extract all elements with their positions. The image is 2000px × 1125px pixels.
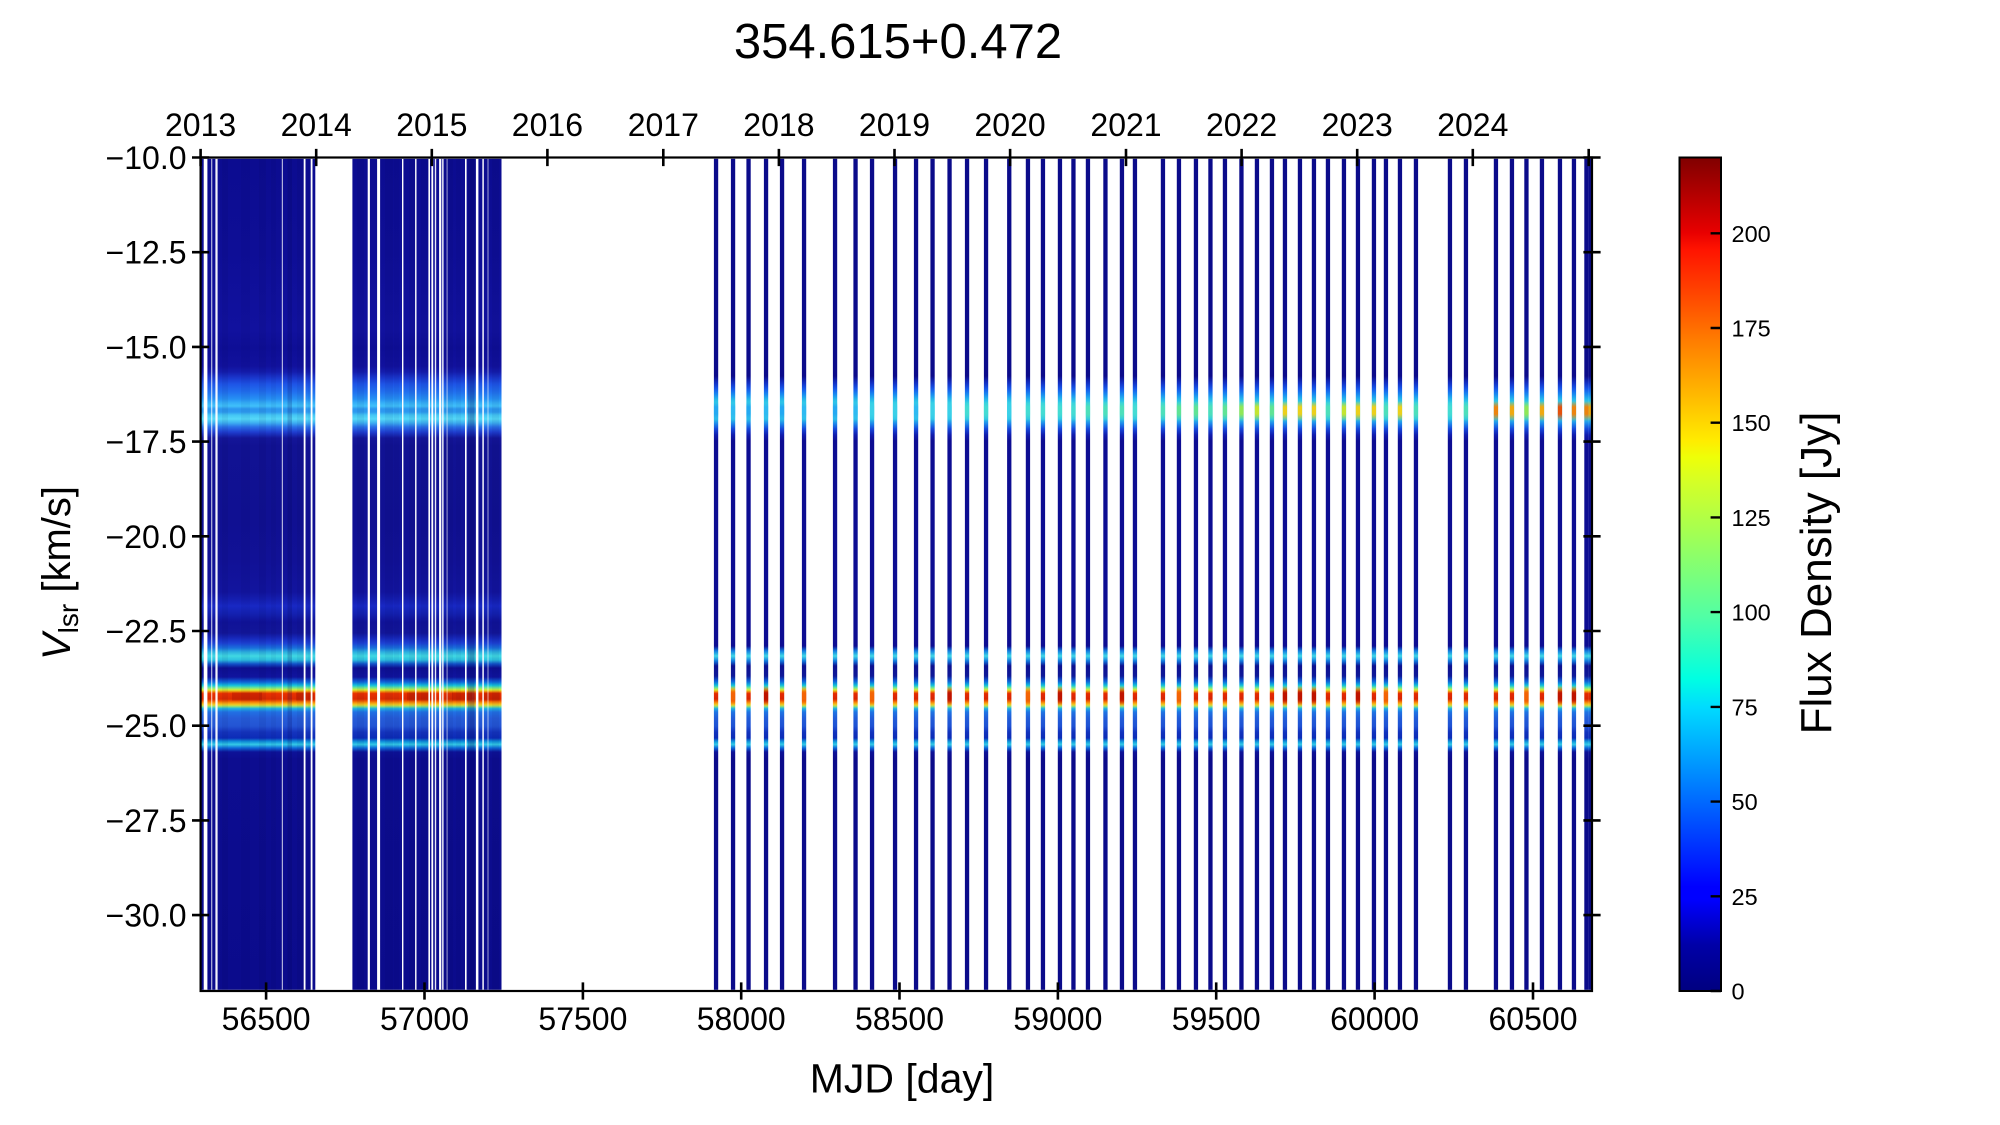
svg-text:Flux Density [Jy]: Flux Density [Jy] <box>1792 412 1841 735</box>
svg-text:−17.5: −17.5 <box>106 424 187 460</box>
svg-text:−12.5: −12.5 <box>106 235 187 271</box>
svg-text:−27.5: −27.5 <box>106 803 187 839</box>
svg-text:2022: 2022 <box>1206 107 1277 143</box>
svg-text:2018: 2018 <box>743 107 814 143</box>
svg-text:200: 200 <box>1732 221 1771 247</box>
svg-text:2013: 2013 <box>165 107 236 143</box>
svg-text:50: 50 <box>1732 789 1758 815</box>
svg-text:Vlsr [km/s]: Vlsr [km/s] <box>35 486 84 660</box>
svg-text:100: 100 <box>1732 600 1771 626</box>
svg-text:−22.5: −22.5 <box>106 614 187 650</box>
svg-text:57000: 57000 <box>380 1001 469 1037</box>
svg-text:25: 25 <box>1732 884 1758 910</box>
svg-text:−25.0: −25.0 <box>106 708 187 744</box>
svg-text:−15.0: −15.0 <box>106 329 187 365</box>
svg-text:58000: 58000 <box>697 1001 786 1037</box>
svg-text:59000: 59000 <box>1013 1001 1102 1037</box>
svg-text:2016: 2016 <box>512 107 583 143</box>
svg-text:2020: 2020 <box>975 107 1046 143</box>
svg-text:57500: 57500 <box>538 1001 627 1037</box>
svg-text:56500: 56500 <box>222 1001 311 1037</box>
svg-text:2015: 2015 <box>396 107 467 143</box>
svg-text:175: 175 <box>1732 316 1771 342</box>
svg-text:75: 75 <box>1732 694 1758 720</box>
svg-text:150: 150 <box>1732 410 1771 436</box>
svg-text:−10.0: −10.0 <box>106 140 187 176</box>
svg-text:354.615+0.472: 354.615+0.472 <box>734 15 1062 69</box>
svg-text:2024: 2024 <box>1437 107 1508 143</box>
svg-text:2019: 2019 <box>859 107 930 143</box>
svg-text:−30.0: −30.0 <box>106 898 187 934</box>
svg-text:2014: 2014 <box>281 107 352 143</box>
svg-text:−20.0: −20.0 <box>106 519 187 555</box>
svg-text:59500: 59500 <box>1172 1001 1261 1037</box>
svg-text:58500: 58500 <box>855 1001 944 1037</box>
svg-text:60000: 60000 <box>1330 1001 1419 1037</box>
svg-text:MJD [day]: MJD [day] <box>810 1056 995 1102</box>
svg-text:60500: 60500 <box>1489 1001 1578 1037</box>
svg-text:0: 0 <box>1732 979 1745 1005</box>
svg-text:2023: 2023 <box>1322 107 1393 143</box>
svg-text:2021: 2021 <box>1090 107 1161 143</box>
svg-text:125: 125 <box>1732 505 1771 531</box>
svg-text:2017: 2017 <box>628 107 699 143</box>
